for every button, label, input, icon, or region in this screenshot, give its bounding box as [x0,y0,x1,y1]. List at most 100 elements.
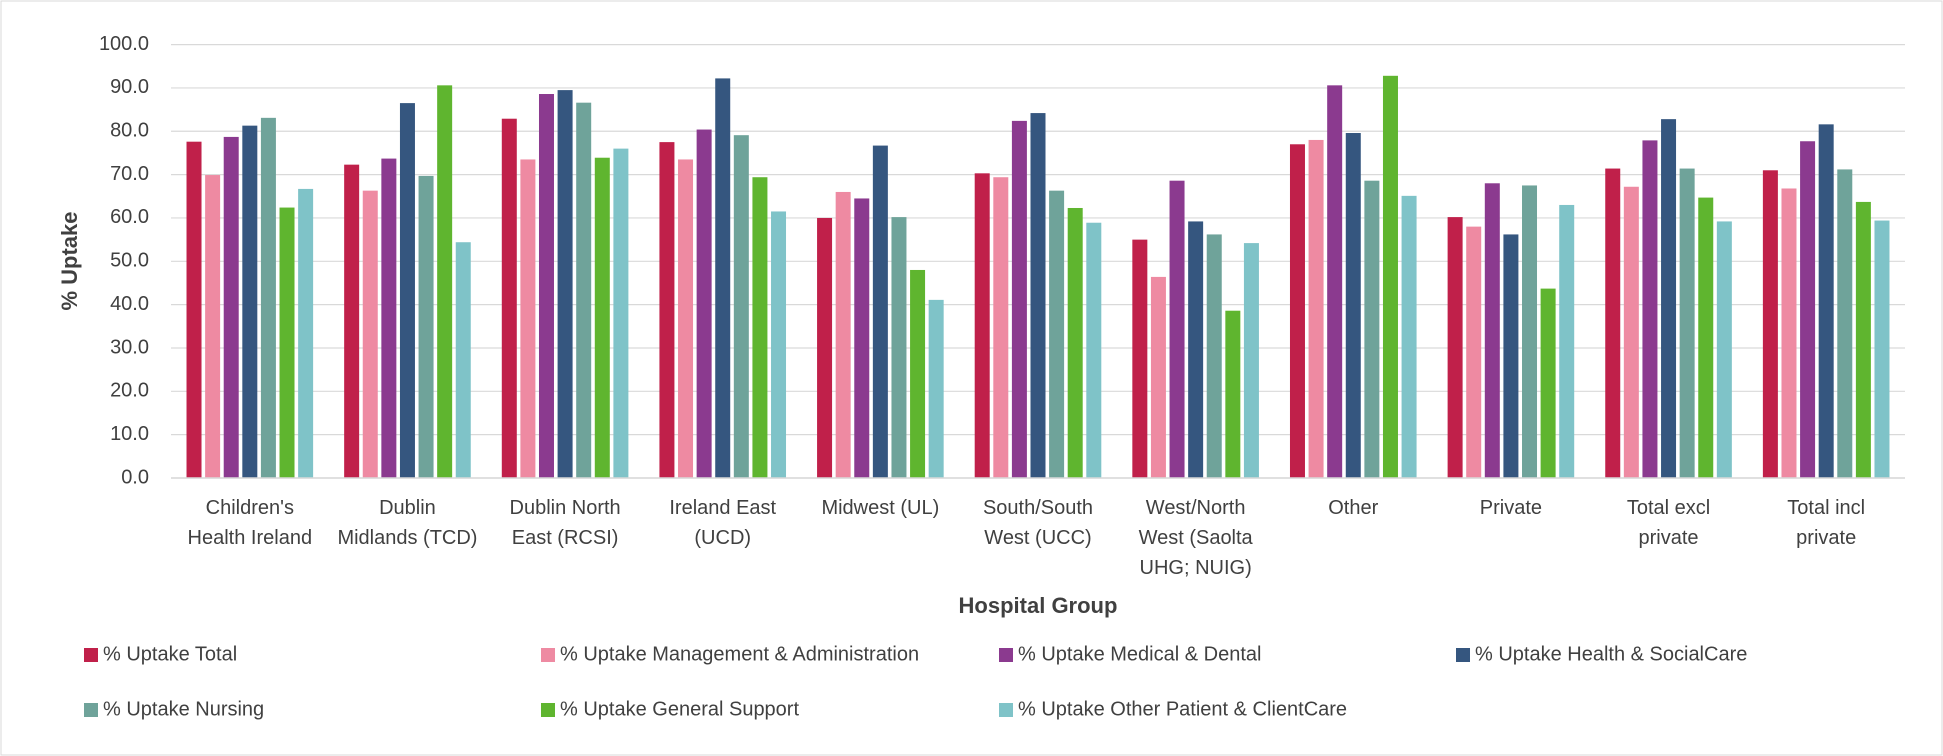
bar [891,217,907,478]
bar [1206,234,1222,478]
bar [771,211,787,479]
bar [1605,168,1621,478]
bar [1642,140,1658,478]
bar [854,198,870,478]
bar [437,85,453,478]
bar [242,125,258,478]
bar [678,159,694,479]
legend-label: % Uptake Other Patient & ClientCare [1018,698,1347,720]
y-tick-label: 60.0 [110,206,149,228]
legend-swatch [84,703,98,717]
bar [186,141,202,479]
bar [1364,180,1380,478]
bar [613,148,629,478]
bar [1716,221,1732,479]
bar [1762,170,1778,478]
bar [520,159,536,479]
bar [1132,239,1148,478]
x-axis-title: Hospital Group [959,593,1118,618]
y-tick-label: 20.0 [110,380,149,402]
bar [223,136,239,479]
x-tick-label: South/South West (UCC) [983,497,1093,549]
y-tick-label: 90.0 [110,76,149,98]
bar [1327,85,1343,478]
bar [1559,204,1575,478]
y-tick-label: 50.0 [110,250,149,272]
bar [1308,139,1324,478]
x-tick-label: West/North West (Saolta UHG; NUIG) [1139,497,1254,579]
bar [594,157,610,478]
bar [344,164,360,478]
legend-swatch [999,703,1013,717]
bar [279,207,295,478]
bar [752,177,768,478]
bar [1011,120,1027,478]
bar [418,175,434,478]
bar [974,173,990,478]
bar [1447,217,1463,478]
bar [1800,141,1816,478]
bar [1345,133,1361,478]
bar [1661,119,1677,478]
bar [381,158,397,478]
bar [715,78,731,478]
y-axis-title: % Uptake [57,211,82,310]
bar [817,217,833,478]
bar [1225,310,1241,478]
bar [399,103,415,478]
x-tick-label: Midwest (UL) [821,497,939,519]
x-tick-label: Total incl private [1787,497,1865,549]
x-tick-label: Total excl private [1627,497,1710,549]
bar [835,191,851,478]
bar [1188,221,1204,479]
legend-label: % Uptake General Support [560,698,799,720]
legend-label: % Uptake Medical & Dental [1018,643,1261,665]
legend-swatch [541,703,555,717]
bar [260,117,276,478]
bar [1781,188,1797,478]
bar [993,177,1009,478]
bar [1679,168,1695,478]
bar [1818,124,1834,479]
bar [205,175,221,478]
legend-label: % Uptake Health & SocialCare [1475,643,1747,665]
bar [1540,288,1556,478]
legend-label: % Uptake Management & Administration [560,643,919,665]
y-tick-label: 10.0 [110,423,149,445]
bar [1030,113,1046,478]
bar [1503,234,1519,478]
legend-swatch [84,648,98,662]
bar [1874,220,1890,478]
bar [872,145,888,478]
legend-label: % Uptake Total [103,643,237,665]
bar [1855,201,1871,478]
bar [1169,180,1185,478]
legend-swatch [541,648,555,662]
bar [733,135,749,478]
bar [576,102,592,478]
y-tick-label: 100.0 [99,33,149,55]
x-tick-label: Children's Health Ireland [188,497,313,549]
bar [538,94,554,478]
bar [1522,185,1538,478]
x-tick-label: Dublin North East (RCSI) [510,497,621,549]
bar [1067,207,1083,478]
bar [1484,183,1500,478]
bar [298,188,314,479]
bar [928,299,944,478]
x-tick-label: Ireland East (UCD) [669,497,776,549]
bar [1289,144,1305,479]
y-tick-label: 40.0 [110,293,149,315]
bar [1150,276,1166,478]
bar [1243,243,1259,478]
y-tick-label: 30.0 [110,336,149,358]
bar [1086,222,1102,478]
bar [1837,169,1853,479]
bar [696,129,712,479]
bar [1698,197,1714,478]
bar [1401,195,1417,478]
y-tick-label: 80.0 [110,120,149,142]
bar [501,118,517,479]
x-tick-label: Private [1480,497,1542,519]
